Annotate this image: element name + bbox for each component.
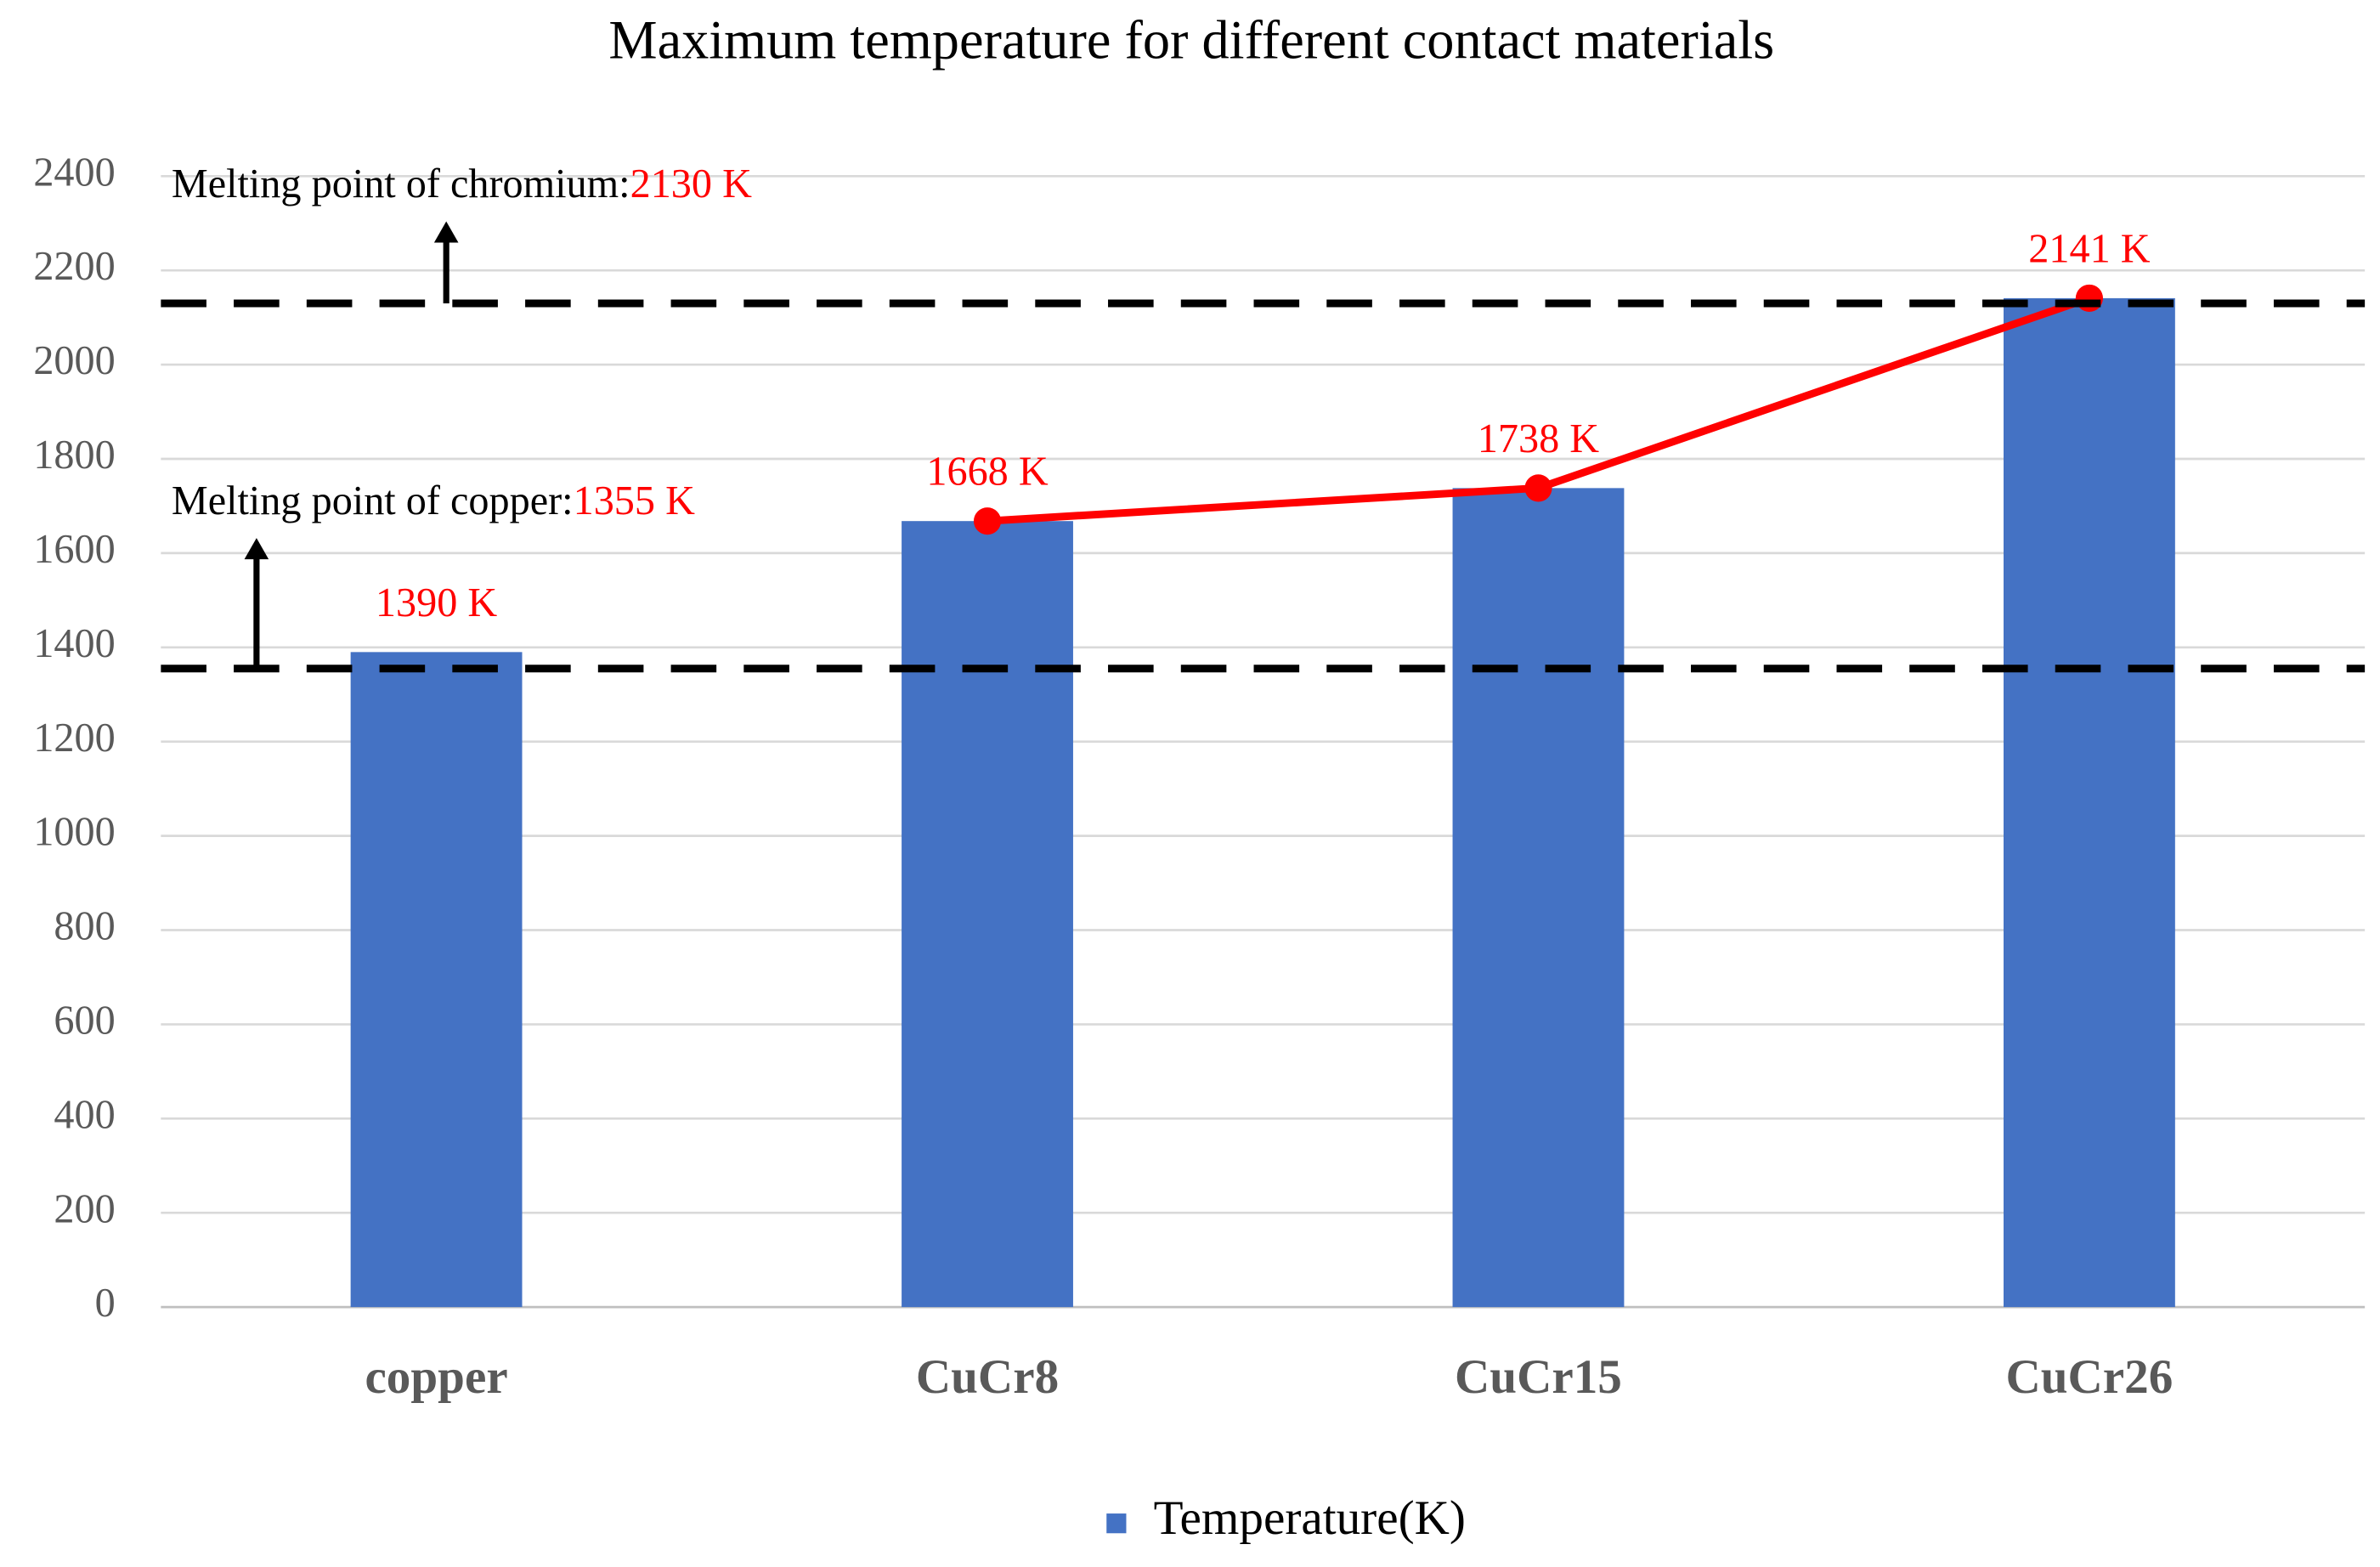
y-tick-label: 1400 — [33, 621, 115, 666]
y-tick-label: 1800 — [33, 433, 115, 478]
bar — [902, 521, 1073, 1308]
annotation-text: Melting point of copper: — [172, 478, 574, 523]
bar — [1452, 488, 1625, 1308]
legend-swatch — [1106, 1513, 1127, 1534]
bar — [2003, 297, 2175, 1308]
arrow-head — [433, 221, 459, 243]
y-tick-label: 2000 — [33, 338, 115, 383]
annotation: Melting point of copper:1355 K — [172, 478, 695, 523]
x-tick-label: CuCr26 — [2005, 1350, 2173, 1404]
line-point — [973, 507, 1002, 535]
x-tick-label: CuCr15 — [1455, 1350, 1622, 1404]
x-tick-label: copper — [365, 1350, 507, 1404]
chart-title: Maximum temperature for different contac… — [608, 9, 1774, 70]
y-tick-label: 200 — [54, 1186, 115, 1231]
annotation-value: 1355 K — [574, 478, 695, 523]
y-tick-label: 1600 — [33, 527, 115, 572]
data-label: 1390 K — [376, 580, 497, 625]
data-label: 2141 K — [2028, 226, 2150, 271]
y-tick-label: 1000 — [33, 810, 115, 855]
bar — [350, 652, 523, 1308]
y-tick-label: 2400 — [33, 150, 115, 195]
y-tick-label: 1200 — [33, 716, 115, 761]
y-tick-label: 2200 — [33, 244, 115, 289]
annotation: Melting point of chromium:2130 K — [172, 161, 752, 206]
y-tick-label: 800 — [54, 904, 115, 949]
y-tick-label: 600 — [54, 998, 115, 1043]
data-label: 1668 K — [926, 450, 1048, 495]
data-label: 1738 K — [1478, 416, 1599, 461]
line-point — [2075, 284, 2103, 312]
y-tick-label: 0 — [95, 1281, 116, 1326]
y-tick-label: 400 — [54, 1092, 115, 1137]
x-tick-label: CuCr8 — [916, 1350, 1059, 1404]
annotation-value: 2130 K — [630, 161, 752, 206]
line-point — [1524, 474, 1552, 502]
arrow-head — [244, 538, 269, 560]
legend-label: Temperature(K) — [1154, 1491, 1466, 1545]
annotation-text: Melting point of chromium: — [172, 161, 630, 206]
